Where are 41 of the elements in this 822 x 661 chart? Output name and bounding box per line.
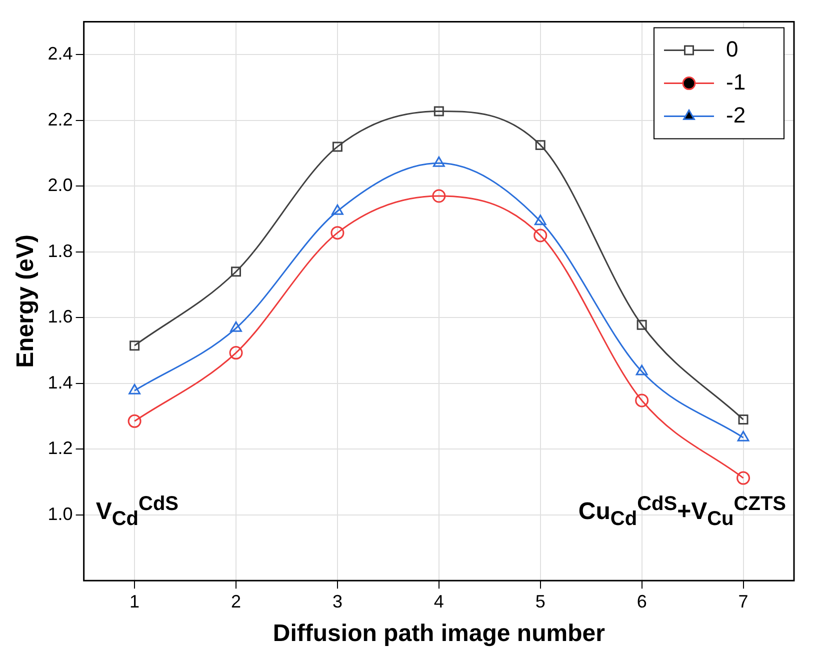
- y-tick-label: 1.0: [48, 504, 73, 524]
- x-tick-label: 7: [738, 591, 748, 612]
- legend-label: -2: [726, 102, 746, 128]
- x-tick-label: 3: [332, 591, 342, 612]
- point: [635, 394, 649, 408]
- point: [128, 414, 142, 428]
- point: [432, 189, 446, 203]
- x-tick-label: 5: [535, 591, 546, 612]
- point: [434, 106, 444, 116]
- y-tick-label: 1.8: [48, 240, 73, 261]
- point: [230, 321, 242, 332]
- x-tick-label: 2: [230, 591, 242, 612]
- point: [636, 364, 648, 376]
- point: [736, 471, 750, 485]
- point: [231, 266, 241, 277]
- point: [229, 346, 243, 360]
- point: [534, 214, 546, 226]
- y-tick-label: 2.2: [48, 109, 73, 130]
- point: [330, 226, 344, 240]
- x-tick-label: 1: [130, 591, 140, 612]
- y-tick-label: 1.4: [48, 372, 73, 392]
- point: [332, 142, 342, 152]
- y-tick-label: 1.6: [48, 306, 73, 327]
- point: [130, 340, 140, 351]
- point: [535, 140, 546, 150]
- y-tick-label: 2.4: [48, 44, 73, 64]
- point: [432, 156, 445, 167]
- point: [738, 414, 748, 425]
- y-tick-label: 1.2: [48, 438, 73, 458]
- x-tick-label: 4: [434, 591, 444, 612]
- x-tick-label: 6: [636, 591, 647, 612]
- y-axis-title: Energy (eV): [12, 234, 40, 368]
- legend-label: 0: [726, 36, 738, 62]
- x-axis-title: Diffusion path image number: [272, 620, 605, 648]
- point: [534, 228, 548, 242]
- point: [332, 204, 344, 215]
- y-tick-label: 2.0: [48, 175, 73, 196]
- point: [737, 430, 750, 442]
- point: [128, 384, 140, 394]
- legend-label: -1: [726, 69, 746, 94]
- point: [636, 320, 647, 330]
